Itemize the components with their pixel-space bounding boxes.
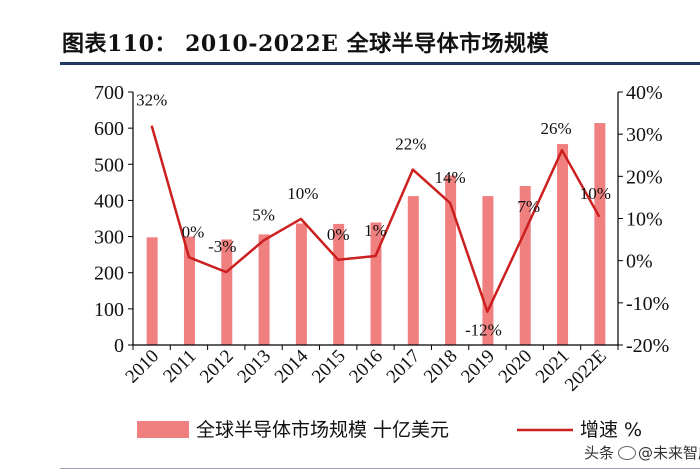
bar-2013 (258, 234, 270, 345)
camera-icon (618, 446, 637, 460)
x-tick-label: 2020 (495, 346, 537, 388)
legend-bar-swatch (137, 421, 189, 438)
left-tick-label: 100 (94, 299, 124, 321)
bottom-divider (60, 468, 700, 469)
growth-label-2019: -12% (465, 321, 502, 340)
bar-2010 (146, 237, 158, 345)
growth-rate-line (150, 125, 601, 313)
bar-2011 (183, 236, 195, 345)
bar-2019 (482, 196, 494, 345)
x-tick-label: 2018 (420, 346, 462, 388)
watermark: 头条 @未来智库 (584, 442, 700, 463)
x-tick-label: 2011 (159, 346, 200, 387)
chart-title: 图表110： 2010-2022E 全球半导体市场规模 (62, 31, 550, 57)
growth-label-2015: 0% (327, 225, 350, 244)
bar-2014 (295, 223, 307, 345)
left-tick-label: 700 (94, 82, 124, 104)
left-tick-label: 500 (94, 154, 124, 176)
growth-label-2022E: 10% (580, 184, 611, 203)
right-tick-label: -10% (626, 293, 669, 315)
right-tick-label: 40% (626, 82, 663, 104)
bar-2021 (557, 144, 569, 345)
growth-label-2021: 26% (540, 119, 571, 138)
x-tick-label: 2014 (271, 345, 313, 387)
bar-2017 (407, 196, 419, 345)
bar-2020 (519, 185, 531, 345)
left-tick-label: 0 (114, 335, 124, 357)
growth-label-2013: 5% (252, 205, 275, 224)
x-tick-label: 2013 (233, 346, 275, 388)
growth-label-2018: 14% (435, 168, 466, 187)
left-tick-label: 300 (94, 227, 124, 249)
x-tick-label: 2010 (121, 346, 163, 388)
bar-2022E (594, 123, 606, 345)
watermark-suffix: @未来智库 (638, 444, 700, 462)
right-tick-label: -20% (626, 335, 669, 357)
x-tick-label: 2016 (345, 346, 387, 388)
bar-2016 (370, 222, 382, 345)
growth-label-2020: 7% (517, 197, 540, 216)
title-underline (60, 62, 700, 65)
growth-label-2016: 1% (364, 221, 387, 240)
right-tick-label: 20% (626, 166, 663, 188)
right-tick-label: 10% (626, 209, 663, 231)
bar-2012 (221, 239, 233, 345)
x-tick-label: 2022E (561, 346, 611, 396)
right-tick-label: 0% (626, 251, 653, 273)
growth-label-2014: 10% (287, 184, 318, 203)
x-tick-label: 2012 (196, 346, 238, 388)
left-tick-label: 600 (94, 118, 124, 140)
left-tick-label: 200 (94, 263, 124, 285)
legend-line-label: 增速 % (580, 419, 642, 441)
growth-label-2010: 32% (136, 91, 167, 110)
x-tick-label: 2019 (457, 346, 499, 388)
bar-2015 (333, 223, 345, 345)
x-tick-label: 2015 (308, 346, 350, 388)
left-tick-label: 400 (94, 190, 124, 212)
legend-bar-label: 全球半导体市场规模 十亿美元 (196, 419, 449, 441)
right-tick-label: 30% (626, 124, 663, 146)
watermark-prefix: 头条 (584, 444, 615, 462)
growth-label-2017: 22% (395, 135, 426, 154)
x-tick-label: 2017 (383, 346, 425, 388)
bar-2018 (445, 175, 457, 345)
growth-label-2012: -3% (208, 237, 236, 256)
growth-label-2011: 0% (182, 222, 205, 241)
